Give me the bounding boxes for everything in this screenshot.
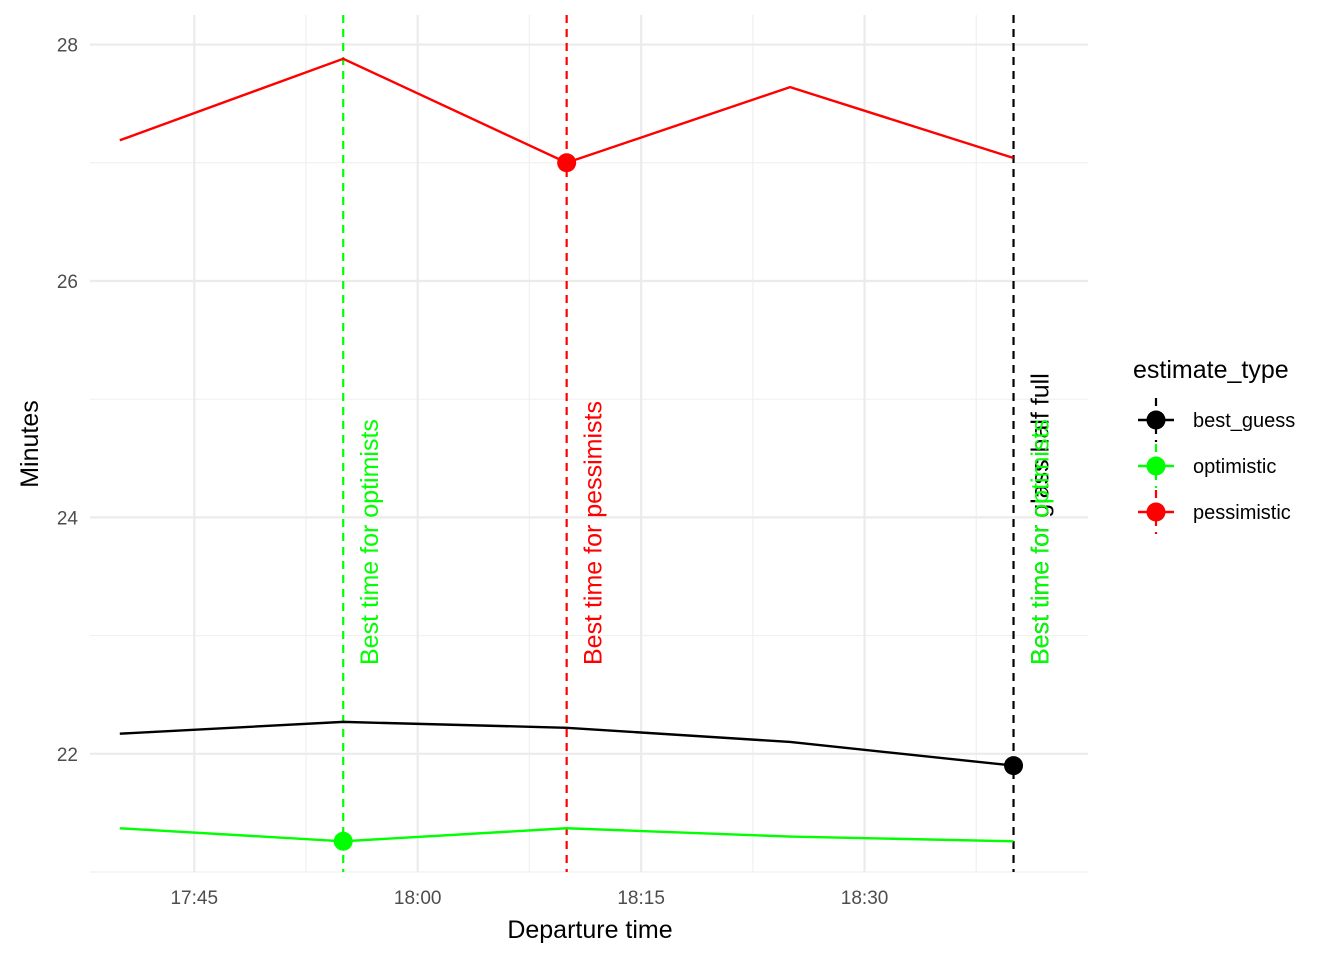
y-tick-label: 28 xyxy=(57,36,78,57)
series-layer xyxy=(119,57,1024,851)
x-tick-label: 18:15 xyxy=(617,888,665,909)
annotation-labels: Best time for optimists Best time for pes… xyxy=(356,373,1054,665)
legend-label-best-guess: best_guess xyxy=(1193,410,1295,432)
y-tick-label: 24 xyxy=(57,508,79,529)
best-point-best-guess xyxy=(1004,756,1024,776)
best-time-label: Best time for optimists xyxy=(356,419,384,665)
y-tick-label: 26 xyxy=(57,272,78,293)
best-time-label: Best time for optimists xyxy=(1027,419,1055,665)
best-point-pessimistic xyxy=(557,153,577,173)
x-tick-label: 18:30 xyxy=(841,888,889,909)
y-tick-label: 22 xyxy=(57,745,78,766)
x-axis-title: Departure time xyxy=(507,916,672,944)
legend-title: estimate_type xyxy=(1133,356,1289,384)
tick-labels: 22 24 26 28 17:45 18:00 18:15 18:30 xyxy=(57,36,888,909)
legend-key-point xyxy=(1146,410,1166,430)
annotation-lines xyxy=(342,15,1015,872)
best-point-optimistic xyxy=(333,831,353,851)
x-tick-label: 17:45 xyxy=(170,888,218,909)
legend: estimate_type best_guess optimistic pessim… xyxy=(1133,356,1295,534)
legend-key-point xyxy=(1146,502,1166,522)
legend-label-optimistic: optimistic xyxy=(1193,456,1276,478)
legend-label-pessimistic: pessimistic xyxy=(1193,502,1291,524)
best-time-label: Best time for pessimists xyxy=(580,401,608,665)
y-axis-title: Minutes xyxy=(16,400,44,488)
series-line-best-guess xyxy=(119,720,1014,767)
best-time-label: Best time for glass half full xyxy=(1027,373,1055,665)
series-line-optimistic xyxy=(119,827,1014,843)
legend-key-point xyxy=(1146,456,1166,476)
x-tick-label: 18:00 xyxy=(394,888,442,909)
